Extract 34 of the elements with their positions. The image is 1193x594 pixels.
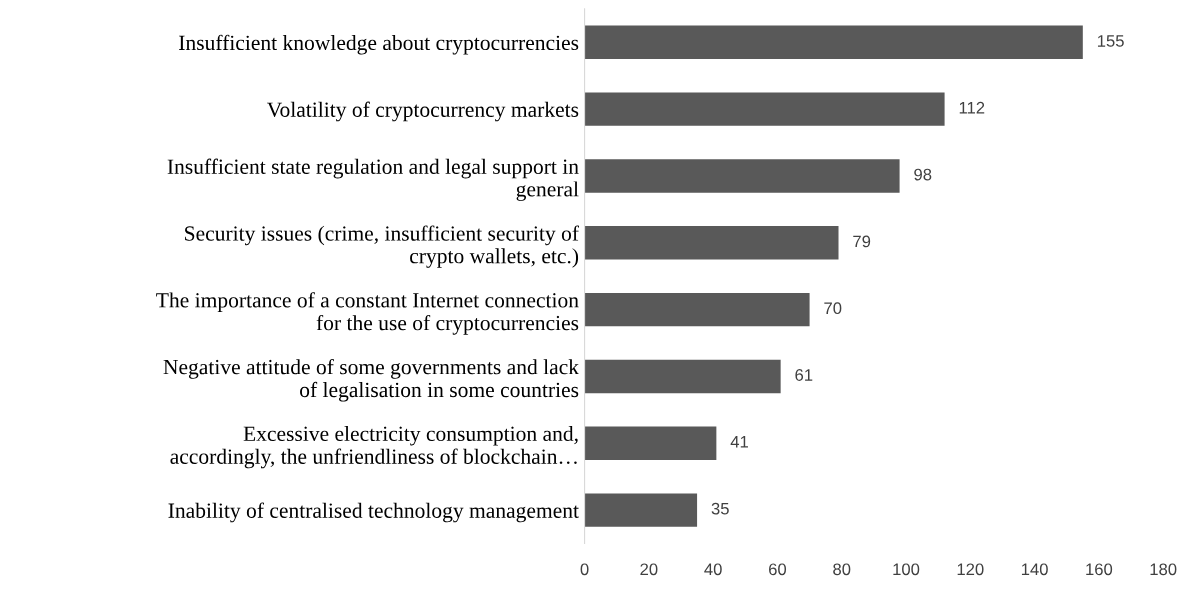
data-label: 155 (1097, 35, 1124, 47)
data-label: 35 (711, 502, 729, 515)
bar (584, 493, 698, 527)
x-tick-label: 60 (769, 563, 787, 576)
bar (584, 25, 1083, 60)
y-tick-label: Insufficient knowledge about cryptocurrencies (179, 34, 579, 55)
y-tick-label: Negative attitude of some governments and lack of legalisation in some countries (163, 358, 579, 402)
data-label: 70 (824, 302, 842, 315)
data-label: 98 (914, 168, 932, 181)
y-tick-label: Excessive electricity consumption and, accordingly, the unfriendliness of blockchain… (170, 425, 578, 469)
x-tick-label: 0 (580, 563, 589, 576)
x-tick-label: 120 (957, 563, 984, 576)
bar (584, 292, 810, 327)
data-label: 79 (853, 235, 871, 248)
x-tick-label: 20 (640, 563, 658, 576)
y-tick-label: Security issues (crime, insufficient security of crypto wallets, etc.) (185, 225, 580, 268)
bar (584, 426, 717, 460)
x-tick-label: 180 (1150, 563, 1177, 576)
y-tick-label: The importance of a constant Internet connection for the use of cryptocurrencies (156, 292, 579, 335)
data-label: 61 (795, 369, 813, 381)
x-tick-label: 140 (1021, 563, 1048, 576)
x-tick-label: 160 (1086, 563, 1113, 576)
bar (584, 159, 900, 193)
bar (584, 92, 945, 126)
x-tick-label: 40 (704, 563, 722, 576)
x-tick-label: 80 (833, 563, 851, 576)
y-tick-label: Volatility of cryptocurrency markets (266, 101, 579, 122)
bar (584, 226, 839, 260)
data-label: 41 (730, 436, 748, 448)
y-tick-label: Insufficient state regulation and legal support in general (167, 158, 579, 201)
y-tick-label: Inability of centralised technology management (168, 502, 579, 523)
data-label: 112 (959, 101, 985, 114)
bar (584, 359, 781, 394)
x-tick-label: 100 (893, 563, 920, 576)
